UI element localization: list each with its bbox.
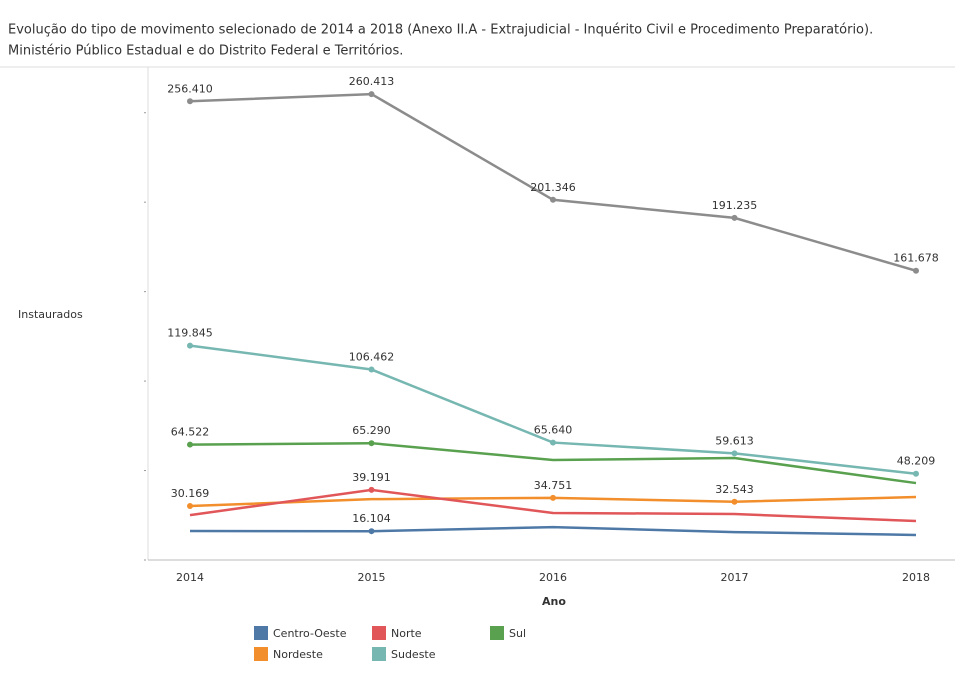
x-tick-label: 2018 bbox=[902, 571, 930, 584]
x-tick-label: 2017 bbox=[721, 571, 749, 584]
legend-label: Nordeste bbox=[273, 648, 323, 661]
point bbox=[187, 503, 193, 510]
value-label: 201.346 bbox=[530, 181, 576, 194]
value-label: 119.845 bbox=[167, 327, 213, 340]
point bbox=[731, 214, 738, 221]
chart-subtitle: Ministério Público Estadual e do Distrit… bbox=[8, 44, 403, 59]
value-label: 161.678 bbox=[893, 252, 939, 265]
legend-swatch bbox=[372, 626, 386, 640]
x-tick-label: 2016 bbox=[539, 571, 567, 584]
point bbox=[550, 439, 556, 446]
point bbox=[913, 267, 919, 274]
y-axis-label: Instaurados bbox=[18, 308, 83, 321]
point bbox=[913, 470, 919, 477]
legend-swatch bbox=[254, 626, 268, 640]
point bbox=[550, 494, 556, 501]
value-label: 106.462 bbox=[349, 351, 395, 364]
chart-title: Evolução do tipo de movimento selecionad… bbox=[8, 23, 873, 38]
legend-swatch bbox=[254, 647, 268, 661]
legend-swatch bbox=[490, 626, 504, 640]
legend-label: Centro-Oeste bbox=[273, 627, 347, 640]
value-label: 65.290 bbox=[352, 424, 391, 437]
value-label: 30.169 bbox=[171, 487, 210, 500]
point bbox=[368, 440, 375, 447]
point bbox=[731, 450, 738, 457]
x-axis-label: Ano bbox=[542, 595, 566, 608]
series-line bbox=[189, 525, 917, 537]
value-label: 64.522 bbox=[171, 426, 210, 439]
legend-label: Sul bbox=[509, 627, 526, 640]
point bbox=[731, 498, 738, 505]
series-line bbox=[189, 488, 917, 523]
legend-label: Norte bbox=[391, 627, 422, 640]
point bbox=[187, 98, 193, 105]
value-label: 59.613 bbox=[715, 434, 754, 447]
point bbox=[550, 196, 556, 203]
value-label: 65.640 bbox=[534, 424, 573, 437]
series-line bbox=[189, 344, 917, 475]
series-line bbox=[189, 441, 917, 485]
x-tick-label: 2014 bbox=[176, 571, 204, 584]
value-label: 48.209 bbox=[897, 455, 936, 468]
point bbox=[368, 486, 375, 493]
value-label: 191.235 bbox=[712, 199, 758, 212]
point bbox=[368, 366, 375, 373]
value-label: 16.104 bbox=[352, 512, 391, 525]
legend-swatch bbox=[372, 647, 386, 661]
point bbox=[187, 342, 193, 349]
value-label: 32.543 bbox=[715, 483, 754, 496]
point bbox=[368, 528, 375, 535]
legend-label: Sudeste bbox=[391, 648, 436, 661]
value-label: 256.410 bbox=[167, 82, 213, 95]
value-label: 39.191 bbox=[352, 471, 391, 484]
x-tick-label: 2015 bbox=[358, 571, 386, 584]
value-label: 34.751 bbox=[534, 479, 573, 492]
value-label: 260.413 bbox=[349, 75, 395, 88]
point bbox=[187, 441, 193, 448]
point bbox=[368, 91, 375, 98]
